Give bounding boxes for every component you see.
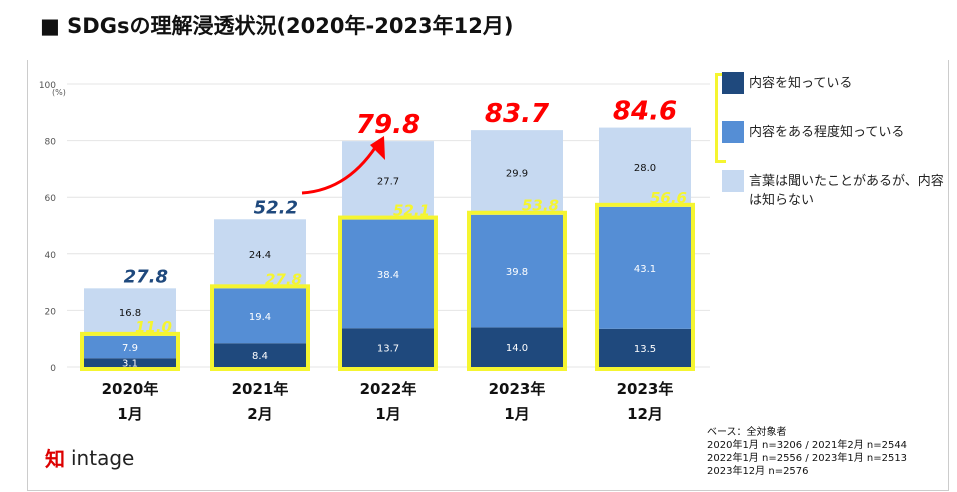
known-subtotal-label: 53.8 — [522, 197, 559, 215]
data-label: 19.4 — [249, 312, 271, 323]
data-label: 3.1 — [122, 359, 138, 370]
highlight-box — [338, 215, 438, 371]
x-tick-label: 12月 — [627, 405, 663, 423]
logo-mark-icon: 知 — [45, 447, 65, 471]
chart-frame — [27, 60, 949, 491]
note-line: 2022年1月 n=2556 / 2023年1月 n=2513 — [707, 453, 908, 464]
data-label: 24.4 — [249, 250, 271, 261]
y-tick-label: 80 — [45, 138, 57, 148]
bar-segment — [84, 335, 176, 359]
x-tick-label: 1月 — [504, 405, 529, 423]
total-label: 27.8 — [124, 266, 168, 287]
bar-segment — [214, 288, 306, 344]
growth-arrow — [301, 139, 382, 195]
legend-item: 言葉は聞いたことがあるが、内容は知らない — [722, 170, 949, 208]
bar-segment — [471, 327, 563, 367]
bar-segment — [471, 130, 563, 215]
known-subtotal-label: 11.0 — [135, 318, 172, 336]
data-label: 29.9 — [506, 168, 528, 179]
bar-segment — [599, 127, 691, 207]
data-label: 28.0 — [634, 163, 656, 174]
legend-highlight-bracket — [715, 73, 726, 163]
x-tick-label: 2020年 — [102, 380, 159, 398]
bar-segment — [84, 358, 176, 367]
note-line: 2020年1月 n=3206 / 2021年2月 n=2544 — [707, 440, 908, 451]
data-label: 39.8 — [506, 267, 528, 278]
chart-title: ■ SDGsの理解浸透状況(2020年-2023年12月) — [40, 14, 514, 38]
intage-logo: 知 intage — [45, 443, 134, 472]
data-label: 13.7 — [377, 344, 399, 355]
x-tick-label: 2021年 — [232, 380, 289, 398]
legend: 内容を知っている 内容をある程度知っている 言葉は聞いたことがあるが、内容は知ら… — [722, 72, 949, 235]
legend-label: 言葉は聞いたことがあるが、内容は知らない — [749, 174, 944, 208]
bar-segment — [214, 343, 306, 367]
bar-segment — [471, 214, 563, 328]
data-label: 13.5 — [634, 344, 656, 355]
total-label: 84.6 — [613, 97, 677, 127]
data-label: 43.1 — [634, 264, 656, 275]
y-tick-label: 0 — [50, 364, 56, 374]
x-tick-label: 2月 — [247, 405, 272, 423]
data-label: 8.4 — [252, 351, 268, 362]
bar-segment — [214, 219, 306, 289]
y-tick-label: 20 — [45, 307, 57, 317]
y-unit-label: (%) — [52, 88, 66, 97]
x-tick-label: 2023年 — [617, 380, 674, 398]
bar-segment — [342, 328, 434, 367]
legend-label: 内容をある程度知っている — [749, 125, 905, 140]
growth-arrow-head-icon — [370, 136, 385, 160]
legend-item: 内容をある程度知っている — [722, 121, 949, 143]
x-tick-label: 2022年 — [360, 380, 417, 398]
y-tick-label: 100 — [39, 81, 56, 91]
data-label: 14.0 — [506, 343, 528, 354]
known-subtotal-label: 27.8 — [265, 270, 302, 288]
data-label: 16.8 — [119, 308, 141, 319]
legend-item: 内容を知っている — [722, 72, 949, 94]
note-line: 2023年12月 n=2576 — [707, 466, 809, 477]
bar-segment — [599, 328, 691, 367]
bar-segment — [342, 141, 434, 220]
x-tick-label: 1月 — [375, 405, 400, 423]
highlight-box — [595, 202, 695, 371]
bar-segment — [342, 219, 434, 329]
data-label: 38.4 — [377, 270, 399, 281]
bar-segment — [84, 288, 176, 336]
known-subtotal-label: 52.1 — [393, 202, 430, 220]
sample-note: ベース：全対象者 2020年1月 n=3206 / 2021年2月 n=2544… — [707, 426, 907, 478]
note-line: ベース：全対象者 — [707, 427, 787, 438]
x-tick-label: 1月 — [117, 405, 142, 423]
total-label: 83.7 — [485, 99, 550, 129]
y-tick-label: 40 — [45, 251, 57, 261]
logo-text: intage — [71, 445, 135, 470]
bar-segment — [599, 206, 691, 329]
legend-swatch — [722, 170, 744, 192]
known-subtotal-label: 56.6 — [650, 189, 687, 207]
highlight-box — [467, 210, 567, 371]
y-tick-label: 60 — [45, 194, 57, 204]
data-label: 27.7 — [377, 176, 399, 187]
data-label: 7.9 — [122, 343, 138, 354]
legend-swatch — [722, 121, 744, 143]
legend-swatch — [722, 72, 744, 94]
legend-label: 内容を知っている — [749, 76, 853, 91]
highlight-box — [210, 284, 310, 371]
total-label: 52.2 — [254, 197, 298, 218]
total-label: 79.8 — [356, 110, 420, 140]
x-tick-label: 2023年 — [489, 380, 546, 398]
highlight-box — [80, 331, 180, 371]
